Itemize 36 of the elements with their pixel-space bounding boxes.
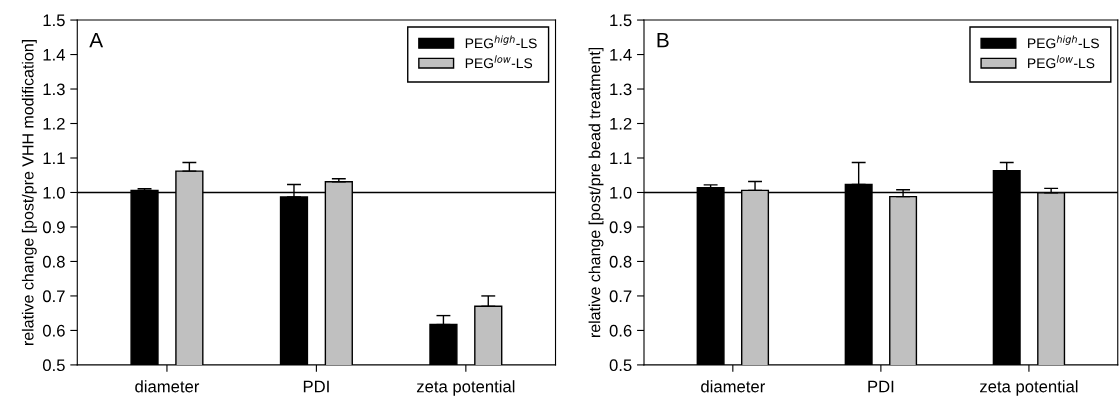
y-tick-label: 0.7 (42, 290, 65, 303)
annotation: A (89, 32, 104, 48)
y-tick-label: 1.1 (610, 152, 632, 165)
y-tick-label: 1.4 (610, 49, 632, 61)
y-axis-title: relative change [post/pre bead treatment] (588, 47, 604, 338)
legend-label: PEG$^{low}$-LS (465, 55, 533, 69)
y-tick-label: 1.4 (43, 49, 65, 61)
x-tick-label: diameter (701, 380, 765, 393)
y-tick-label: 1.1 (43, 152, 65, 165)
y-tick-label: 1.5 (610, 14, 632, 27)
y-tick-label: 0.9 (42, 221, 65, 234)
y-tick-label: 0.7 (609, 290, 632, 303)
x-tick-label: PDI (868, 380, 894, 393)
x-tick-label: PDI (303, 380, 329, 393)
x-tick-label: zeta potential (416, 380, 515, 396)
y-tick-label: 1.3 (610, 83, 632, 96)
y-tick-label: 1.2 (43, 117, 65, 130)
y-tick-label: 0.9 (609, 221, 632, 234)
y-tick-label: 0.6 (609, 324, 632, 337)
y-tick-label: 0.8 (42, 255, 65, 268)
y-tick-label: 0.5 (42, 359, 65, 372)
y-tick-label: 1.2 (610, 117, 632, 130)
x-tick-label: diameter (135, 380, 200, 393)
y-tick-label: 0.8 (609, 255, 632, 268)
legend-label: PEG$^{high}$-LS (1028, 35, 1099, 49)
legend-label: PEG$^{low}$-LS (1028, 55, 1095, 69)
legend-label: PEG$^{high}$-LS (465, 35, 537, 49)
y-tick-label: 1.5 (43, 14, 65, 27)
annotation: B (657, 32, 669, 48)
y-tick-label: 1.3 (43, 83, 65, 96)
y-tick-label: 0.5 (609, 359, 632, 372)
y-tick-label: 1.0 (610, 186, 632, 199)
y-axis-title: relative change [post/pre VHH modification] (21, 40, 37, 345)
y-tick-label: 0.6 (42, 324, 65, 337)
x-tick-label: zeta potential (980, 380, 1078, 396)
y-tick-label: 1.0 (43, 186, 65, 199)
